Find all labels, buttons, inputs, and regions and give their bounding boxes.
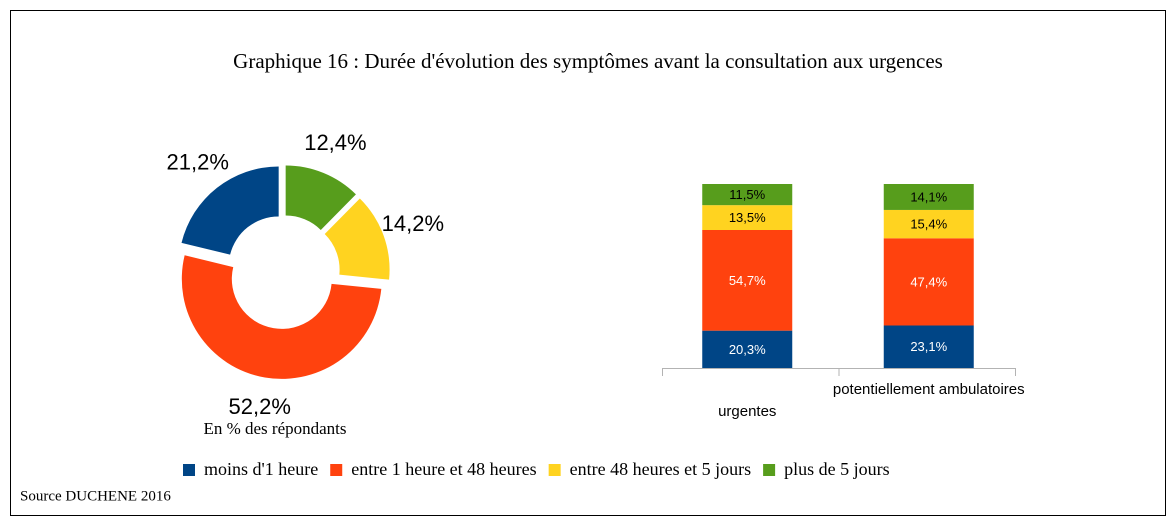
slice-label: 21,2% <box>167 149 229 174</box>
bar-segment <box>702 230 793 331</box>
x-tick-label: urgentes <box>718 403 776 420</box>
bar-label: 47,4% <box>910 274 947 289</box>
legend-label: entre 48 heures et 5 jours <box>570 459 751 479</box>
bar-label: 11,5% <box>729 187 765 202</box>
legend-label: moins d'1 heure <box>204 459 318 479</box>
bar-label: 54,7% <box>729 273 766 288</box>
legend-swatch <box>548 464 561 476</box>
bar-segment <box>883 209 974 239</box>
bar-segment <box>702 184 793 206</box>
donut-slice <box>181 255 382 379</box>
x-tick-label: potentiellement ambulatoires <box>833 381 1025 398</box>
bar-segment <box>702 330 793 368</box>
donut-slice <box>285 165 356 230</box>
slice-label: 14,2% <box>382 211 444 236</box>
donut-slice <box>324 198 390 280</box>
slice-label: 12,4% <box>304 130 366 155</box>
chart-title: Graphique 16 : Durée d'évolution des sym… <box>233 49 943 73</box>
bar-label: 23,1% <box>910 339 947 354</box>
slice-label: 52,2% <box>229 394 291 419</box>
legend-label: plus de 5 jours <box>784 459 890 479</box>
bar-segment <box>883 238 974 326</box>
legend-swatch <box>183 464 195 476</box>
frame <box>10 10 1166 516</box>
bar-segment <box>883 184 974 210</box>
bar-segment <box>883 325 974 368</box>
bar-label: 20,3% <box>729 342 766 357</box>
source: Source DUCHENE 2016 <box>20 488 171 504</box>
donut-note: En % des répondants <box>203 419 346 438</box>
bar-label: 15,4% <box>910 217 947 232</box>
bar-segment <box>702 205 793 230</box>
legend-swatch <box>763 464 776 476</box>
donut-slice <box>181 166 279 255</box>
legend-swatch <box>330 464 343 476</box>
legend-label: entre 1 heure et 48 heures <box>351 459 536 479</box>
bar-label: 13,5% <box>729 210 766 225</box>
bar-label: 14,1% <box>910 189 947 204</box>
